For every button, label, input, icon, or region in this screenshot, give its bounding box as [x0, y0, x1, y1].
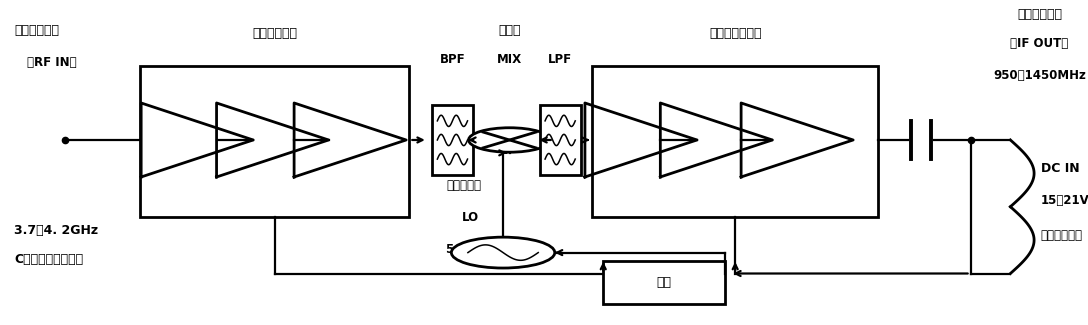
Text: LO: LO	[462, 211, 479, 224]
Text: （IF OUT）: （IF OUT）	[1011, 37, 1068, 50]
Text: （直流供电）: （直流供电）	[1040, 229, 1083, 242]
Text: DC IN: DC IN	[1040, 162, 1079, 175]
Text: 天线信号输入: 天线信号输入	[14, 24, 59, 37]
Text: （RF IN）: （RF IN）	[27, 56, 76, 69]
Bar	[540, 105, 581, 176]
Text: LPF: LPF	[548, 53, 572, 66]
Text: 5. 15GHz: 5. 15GHz	[446, 243, 506, 256]
Circle shape	[452, 237, 555, 268]
Bar	[432, 105, 473, 176]
Bar	[593, 66, 878, 217]
Text: 混频器: 混频器	[498, 24, 521, 37]
Text: 3.7～4. 2GHz: 3.7～4. 2GHz	[14, 224, 98, 237]
Text: MIX: MIX	[497, 53, 522, 66]
Text: BPF: BPF	[440, 53, 466, 66]
Text: 第一中频放大器: 第一中频放大器	[709, 27, 762, 40]
Bar	[140, 66, 409, 217]
Text: 950～1450MHz: 950～1450MHz	[993, 69, 1086, 82]
Text: 电源: 电源	[656, 276, 671, 289]
Bar	[603, 261, 725, 304]
Text: 本机振荡器: 本机振荡器	[446, 178, 481, 191]
Text: 低噪声放大器: 低噪声放大器	[252, 27, 297, 40]
Text: C波段卫星信号频率: C波段卫星信号频率	[14, 253, 83, 266]
Text: 15～21V: 15～21V	[1040, 194, 1088, 207]
Text: 第一中频输出: 第一中频输出	[1017, 8, 1062, 21]
Circle shape	[469, 128, 551, 152]
